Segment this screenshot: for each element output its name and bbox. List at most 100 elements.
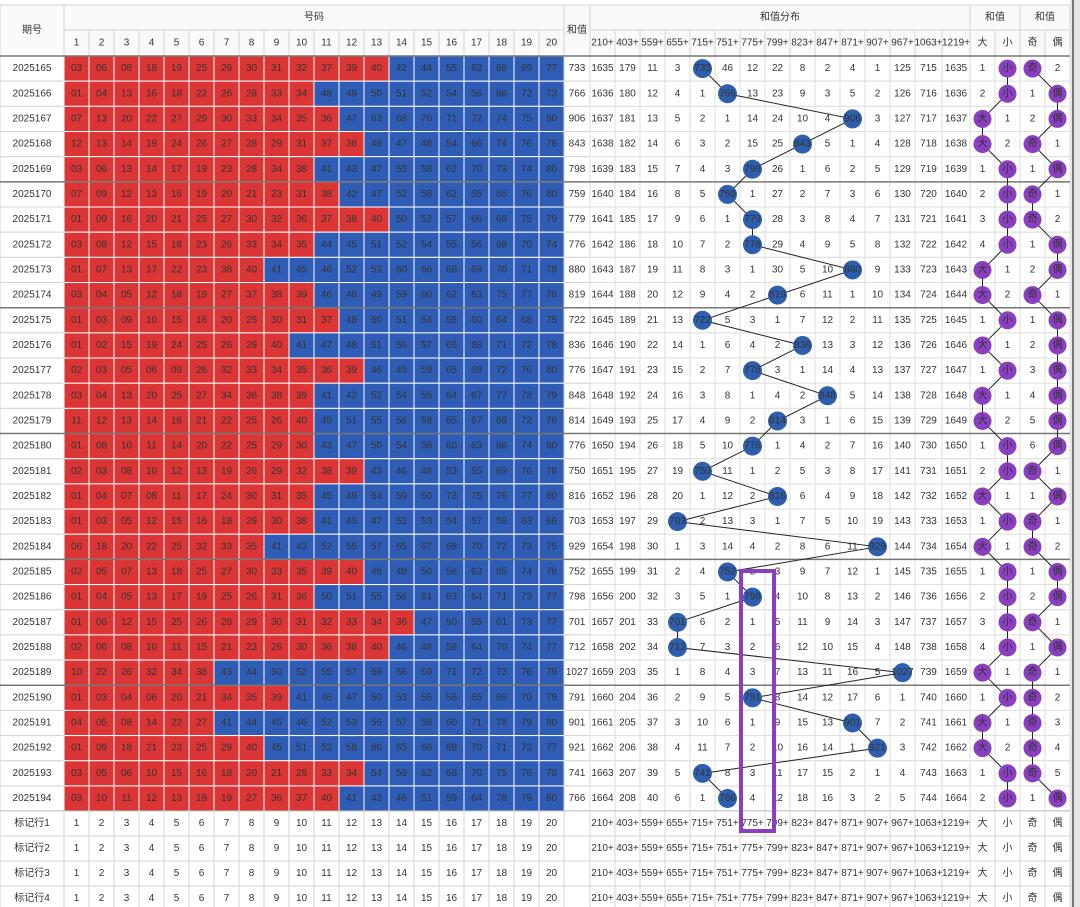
number-cell (163, 382, 190, 409)
number: 36 (321, 365, 333, 376)
dist-value: 2 (775, 340, 781, 351)
dist-value: 7 (875, 718, 881, 729)
sum-cell (563, 382, 591, 409)
number: 66 (496, 441, 508, 452)
number: 22 (146, 541, 158, 552)
big-small-hit-value: 小 (1003, 440, 1013, 452)
number-cell (388, 382, 415, 409)
dist-value: 1 (725, 113, 731, 124)
number: 80 (546, 718, 558, 729)
number: 57 (471, 516, 483, 527)
marker-number: 6 (199, 868, 205, 879)
marker-number: 10 (296, 893, 308, 904)
dist-value: 28 (647, 491, 659, 502)
number: 02 (71, 566, 83, 577)
dist-value: 17 (672, 415, 684, 426)
number: 26 (196, 617, 208, 628)
number: 75 (546, 541, 558, 552)
number: 67 (471, 415, 483, 426)
big-small-hit-value: 小 (1003, 616, 1013, 628)
number: 66 (421, 743, 433, 754)
number-cell (538, 206, 565, 233)
period: 2025181 (13, 466, 52, 477)
dist-cell (864, 483, 891, 510)
dist-value: 735 (920, 566, 937, 577)
sum: 722 (569, 315, 586, 326)
number: 19 (196, 189, 208, 200)
dist-value: 2 (800, 390, 806, 401)
big-small-value: 1 (980, 768, 986, 779)
dist-value: 129 (894, 164, 911, 175)
odd-even-value: 4 (1055, 743, 1061, 754)
marker-number: 4 (149, 893, 155, 904)
number: 06 (96, 642, 108, 653)
dist-cell (614, 483, 641, 510)
marker-number: 17 (471, 868, 483, 879)
dist-value: 1 (775, 315, 781, 326)
number-cell (138, 256, 165, 284)
number: 69 (496, 466, 508, 477)
dist-cell (614, 282, 641, 309)
marker-number: 18 (496, 893, 508, 904)
number-cell (463, 458, 490, 485)
header-cell (739, 29, 766, 57)
dist-cell (614, 407, 641, 435)
number: 27 (171, 113, 183, 124)
number: 43 (346, 164, 358, 175)
number: 06 (96, 617, 108, 628)
dist-value: 200 (619, 592, 636, 603)
number: 06 (71, 541, 83, 552)
dist-cell (639, 181, 666, 208)
dist-value: 18 (672, 441, 684, 452)
odd-even-cell (1019, 332, 1046, 359)
number: 55 (371, 415, 383, 426)
number-col-label: 20 (546, 38, 558, 49)
number: 10 (146, 768, 158, 779)
number: 06 (146, 365, 158, 376)
number-cell (313, 55, 340, 82)
number: 73 (521, 541, 533, 552)
period: 2025189 (13, 667, 52, 678)
number: 42 (396, 63, 408, 74)
dist-cell (589, 458, 616, 485)
dist-value: 24 (647, 390, 659, 401)
number: 13 (146, 566, 158, 577)
dist-value: 5 (700, 189, 706, 200)
number: 58 (371, 667, 383, 678)
dist-value: 13 (822, 340, 834, 351)
number: 53 (371, 264, 383, 275)
number: 46 (371, 365, 383, 376)
dist-value: 3 (700, 541, 706, 552)
number-col-label: 7 (224, 38, 230, 49)
dist-value: 15 (672, 365, 684, 376)
number: 47 (346, 692, 358, 703)
big-small-hit-value: 大 (978, 137, 988, 150)
number-col-label: 13 (371, 38, 383, 49)
dist-value: 1635 (591, 63, 614, 74)
number-col-label: 12 (346, 38, 358, 49)
number: 65 (446, 365, 458, 376)
number: 43 (371, 466, 383, 477)
dist-value: 9 (675, 214, 681, 225)
dist-value: 15 (822, 768, 834, 779)
number: 63 (471, 441, 483, 452)
marker-dist: 967+ (891, 818, 914, 829)
number: 54 (446, 139, 458, 150)
odd-even-hit-value: 偶 (1053, 388, 1063, 401)
number-cell (113, 206, 140, 233)
number: 70 (521, 692, 533, 703)
dist-value: 8 (825, 214, 831, 225)
dist-value: 22 (647, 340, 659, 351)
dist-value: 196 (619, 491, 636, 502)
dist-value: 20 (672, 491, 684, 502)
dist-value: 10 (697, 718, 709, 729)
number-cell (88, 206, 115, 233)
big-small-hit-value: 小 (1003, 465, 1013, 477)
marker-dist: 775+ (741, 818, 764, 829)
period: 2025192 (13, 743, 52, 754)
marker-dist: 715+ (691, 843, 714, 854)
dist-value: 7 (875, 214, 881, 225)
number: 17 (171, 592, 183, 603)
big-small-value: 2 (980, 793, 986, 804)
big-small-cell (969, 206, 996, 233)
